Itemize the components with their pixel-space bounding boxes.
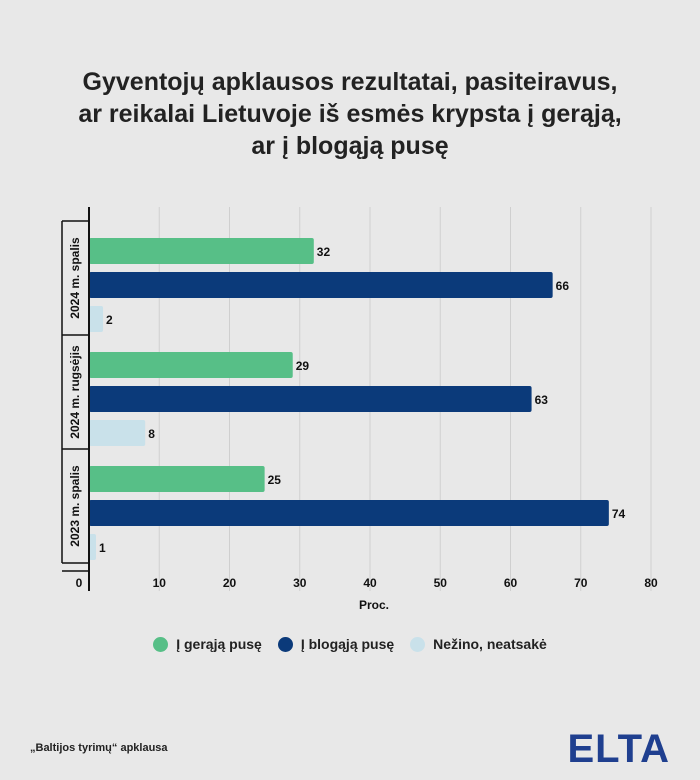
legend-swatch-good [153, 636, 169, 652]
bar [89, 500, 609, 526]
x-tick-label: 50 [434, 576, 448, 590]
legend-label-bad: Į blogąją pusę [300, 636, 395, 652]
bar-value-label: 29 [296, 359, 310, 373]
bar-value-label: 1 [99, 541, 106, 555]
legend-swatch-bad [277, 636, 293, 652]
category-label: 2024 m. rugsėjis [68, 345, 82, 439]
chart-title-line-1: Gyventojų apklausos rezultatai, pasiteir… [82, 68, 618, 96]
bar-value-label: 25 [268, 473, 282, 487]
x-tick-label: 70 [574, 576, 588, 590]
elta-logo: ELTA [567, 727, 670, 771]
bar [89, 306, 104, 332]
x-tick-label: 20 [223, 576, 237, 590]
legend-item-unknown: Nežino, neatsakė [410, 636, 547, 652]
x-tick-label: 10 [153, 576, 167, 590]
legend-item-good: Į gerąją pusę [153, 636, 262, 652]
bar-value-label: 66 [556, 279, 570, 293]
legend-label-unknown: Nežino, neatsakė [433, 636, 547, 652]
legend-item-bad: Į blogąją pusę [277, 636, 395, 652]
bar [89, 466, 265, 492]
chart-legend: Į gerąją pusę Į blogąją pusę Nežino, nea… [0, 636, 700, 652]
x-tick-label: 80 [644, 576, 658, 590]
bar [89, 386, 532, 412]
x-tick-label: 30 [293, 576, 307, 590]
bar [89, 272, 553, 298]
bar-value-label: 74 [612, 507, 626, 521]
x-tick-label: 60 [504, 576, 518, 590]
x-tick-label: 0 [76, 576, 83, 590]
chart-title-line-2: ar reikalai Lietuvoje iš esmės krypsta į… [78, 100, 622, 128]
category-label: 2023 m. spalis [68, 465, 82, 547]
bar [89, 352, 293, 378]
bar-value-label: 2 [106, 313, 113, 327]
source-note: „Baltijos tyrimų“ apklausa [30, 742, 168, 754]
legend-label-good: Į gerąją pusę [176, 636, 262, 652]
legend-swatch-unknown [410, 636, 426, 652]
bar [89, 534, 97, 560]
bar [89, 420, 146, 446]
bar-value-label: 32 [317, 245, 331, 259]
chart-title: Gyventojų apklausos rezultatai, pasiteir… [30, 66, 670, 162]
category-label: 2024 m. spalis [68, 237, 82, 319]
x-axis-label: Proc. [359, 598, 389, 612]
bar-chart: 32 66 2 29 63 8 25 74 1 2024 m. spalis 2024 m. rug… [61, 207, 658, 612]
bar-value-label: 8 [148, 427, 155, 441]
chart-title-line-3: ar į blogąją pusę [251, 132, 449, 160]
x-tick-label: 40 [363, 576, 377, 590]
bar-value-label: 63 [535, 393, 549, 407]
bar [89, 238, 314, 264]
